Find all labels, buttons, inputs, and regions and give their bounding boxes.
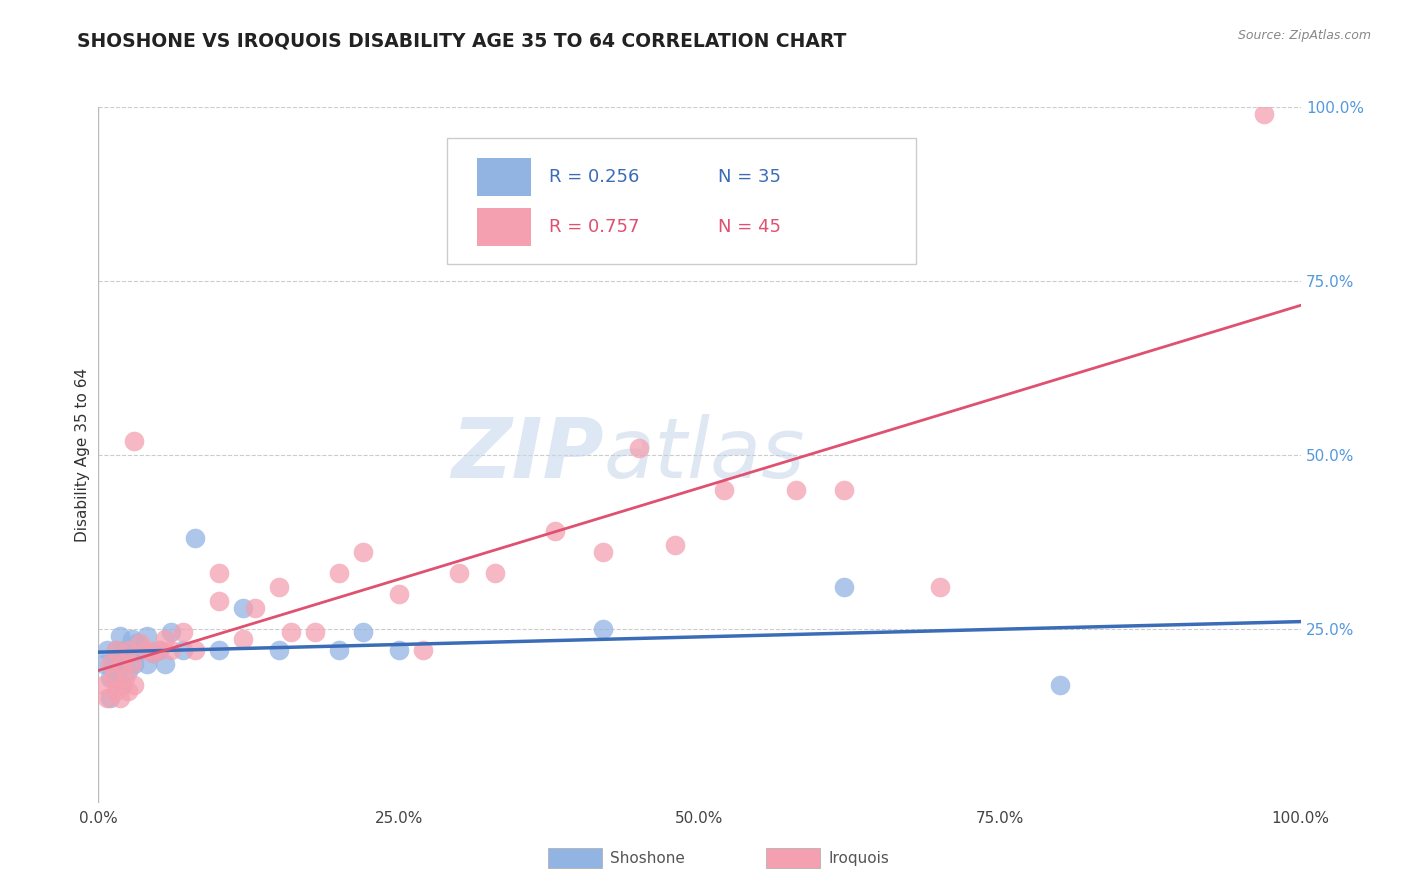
Point	[785, 483, 807, 497]
Point	[664, 538, 686, 552]
Point	[111, 657, 134, 671]
Point	[100, 671, 122, 685]
Bar	[477, 158, 531, 196]
Text: R = 0.757: R = 0.757	[550, 218, 640, 236]
Point	[628, 441, 651, 455]
Point	[388, 587, 411, 601]
Point	[93, 657, 115, 671]
Bar	[477, 208, 531, 246]
Point	[592, 622, 614, 636]
Point	[544, 524, 567, 539]
Point	[96, 691, 118, 706]
Point	[1253, 107, 1275, 121]
Point	[100, 691, 122, 706]
Text: R = 0.256: R = 0.256	[550, 169, 640, 186]
Point	[100, 657, 122, 671]
Point	[135, 629, 157, 643]
Text: ZIP: ZIP	[451, 415, 603, 495]
Point	[267, 580, 290, 594]
Point	[135, 642, 157, 657]
FancyBboxPatch shape	[447, 138, 915, 263]
Point	[148, 642, 170, 657]
Point	[153, 632, 176, 647]
Point	[121, 632, 143, 647]
Point	[111, 677, 134, 691]
Point	[388, 642, 411, 657]
Point	[328, 566, 350, 581]
Point	[129, 642, 152, 657]
Text: N = 45: N = 45	[717, 218, 780, 236]
Text: Shoshone: Shoshone	[610, 851, 685, 865]
Point	[141, 646, 163, 660]
Text: Iroquois: Iroquois	[828, 851, 889, 865]
Point	[108, 691, 131, 706]
Text: Source: ZipAtlas.com: Source: ZipAtlas.com	[1237, 29, 1371, 42]
Point	[108, 629, 131, 643]
Text: atlas: atlas	[603, 415, 806, 495]
Point	[153, 657, 176, 671]
Point	[208, 642, 231, 657]
Point	[117, 646, 139, 660]
Point	[208, 594, 231, 608]
Point	[1049, 677, 1071, 691]
Point	[172, 625, 194, 640]
Point	[713, 483, 735, 497]
Point	[114, 642, 136, 657]
Point	[117, 642, 139, 657]
Point	[208, 566, 231, 581]
Point	[124, 434, 146, 448]
Point	[232, 632, 254, 647]
Point	[183, 642, 205, 657]
Point	[592, 545, 614, 559]
Point	[114, 671, 136, 685]
Point	[121, 657, 143, 671]
Point	[832, 483, 855, 497]
Text: N = 35: N = 35	[717, 169, 780, 186]
Point	[124, 657, 146, 671]
Point	[243, 601, 266, 615]
Point	[105, 671, 128, 685]
Point	[832, 580, 855, 594]
Point	[125, 636, 148, 650]
Point	[124, 677, 146, 691]
Point	[352, 625, 374, 640]
Point	[111, 677, 134, 691]
Point	[172, 642, 194, 657]
Point	[928, 580, 950, 594]
Y-axis label: Disability Age 35 to 64: Disability Age 35 to 64	[75, 368, 90, 542]
Point	[141, 646, 163, 660]
Point	[111, 657, 134, 671]
Point	[135, 657, 157, 671]
Point	[267, 642, 290, 657]
Point	[159, 642, 181, 657]
Point	[280, 625, 302, 640]
Point	[101, 657, 124, 671]
Point	[93, 677, 115, 691]
Point	[352, 545, 374, 559]
Point	[129, 636, 152, 650]
Point	[159, 625, 181, 640]
Point	[148, 642, 170, 657]
Point	[183, 532, 205, 546]
Text: SHOSHONE VS IROQUOIS DISABILITY AGE 35 TO 64 CORRELATION CHART: SHOSHONE VS IROQUOIS DISABILITY AGE 35 T…	[77, 31, 846, 50]
Point	[101, 671, 124, 685]
Point	[328, 642, 350, 657]
Point	[96, 642, 118, 657]
Point	[304, 625, 326, 640]
Point	[117, 684, 139, 698]
Point	[105, 642, 128, 657]
Point	[117, 664, 139, 678]
Point	[232, 601, 254, 615]
Point	[484, 566, 506, 581]
Point	[105, 642, 128, 657]
Point	[124, 646, 146, 660]
Point	[105, 684, 128, 698]
Point	[412, 642, 434, 657]
Point	[447, 566, 470, 581]
